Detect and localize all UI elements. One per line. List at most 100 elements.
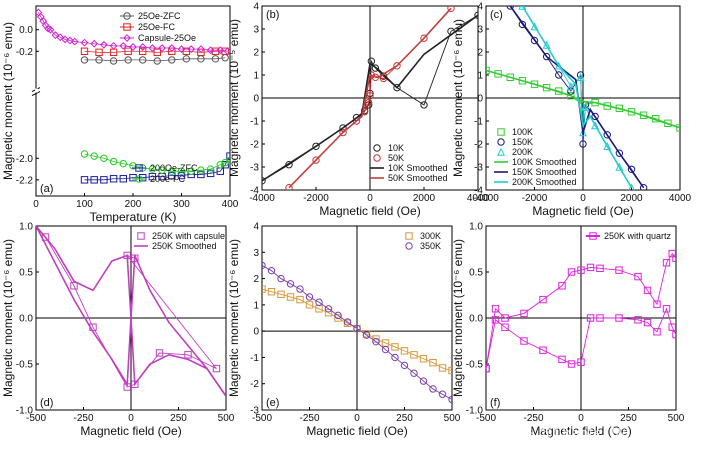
y-axis-title: Magnetic moment (10⁻⁶ emu) xyxy=(1,239,15,397)
legend-item: 250K Smoothed xyxy=(134,241,217,251)
data-point xyxy=(212,364,221,373)
data-point xyxy=(429,358,437,367)
data-point xyxy=(491,305,500,313)
legend-label: 200K xyxy=(512,147,533,157)
data-point xyxy=(581,102,590,111)
data-point xyxy=(615,162,624,171)
legend-label: 50K xyxy=(388,153,404,163)
data-point xyxy=(518,20,527,29)
data-point xyxy=(420,101,428,109)
data-point xyxy=(168,171,176,180)
data-point xyxy=(419,377,428,385)
legend-label: 50K Smoothed xyxy=(388,173,448,183)
x-tick-label: 500 xyxy=(218,413,235,424)
y-tick-label: -3 xyxy=(250,406,259,417)
legend-label: 25Oe-ZFC xyxy=(138,11,181,21)
x-tick-label: 2000 xyxy=(413,193,436,204)
legend-swatch-marker xyxy=(373,154,381,162)
data-point xyxy=(286,293,295,301)
data-point xyxy=(44,24,53,33)
data-point xyxy=(615,266,623,274)
y-tick-label: 2 xyxy=(253,274,259,285)
legend-label: 100K xyxy=(512,127,533,137)
data-point xyxy=(109,41,118,50)
y-tick-label: 0.5 xyxy=(19,268,33,279)
data-point xyxy=(305,301,314,309)
x-tick-label: 400 xyxy=(222,199,239,210)
legend-swatch-marker xyxy=(123,12,131,20)
data-point xyxy=(372,337,380,346)
x-tick-label: 250 xyxy=(170,413,187,424)
series-f-0-line xyxy=(486,252,676,369)
y-tick-label: -4 xyxy=(474,186,483,197)
plot-area xyxy=(486,6,680,190)
data-point xyxy=(506,73,514,81)
legend-swatch-marker xyxy=(137,232,145,240)
x-tick-label: -2000 xyxy=(522,193,548,204)
legend-swatch-marker xyxy=(405,232,413,240)
data-point xyxy=(315,298,323,306)
y-axis-title: Magnetic moment (10⁻⁶ emu) xyxy=(1,22,15,180)
data-point xyxy=(579,140,587,148)
axis-break-mark xyxy=(31,91,41,97)
data-point xyxy=(262,261,266,270)
data-point xyxy=(672,330,676,339)
data-point xyxy=(530,80,539,88)
data-point xyxy=(95,56,103,64)
legend-swatch-marker xyxy=(589,232,597,240)
data-point xyxy=(391,343,399,351)
data-point xyxy=(66,36,74,45)
x-tick-label: -250 xyxy=(299,413,319,424)
legend-item: 250K with quartz xyxy=(586,231,672,241)
data-point xyxy=(277,290,285,299)
data-point xyxy=(184,351,192,359)
legend-swatch-marker xyxy=(123,34,131,42)
data-point xyxy=(80,56,89,64)
data-point xyxy=(634,316,642,324)
y-tick-label: -3 xyxy=(250,163,259,174)
data-point xyxy=(168,167,176,175)
data-point xyxy=(353,324,361,333)
x-tick-label: 0 xyxy=(578,413,584,424)
data-point xyxy=(177,171,186,180)
data-point xyxy=(567,360,576,368)
legend-label: 350K xyxy=(420,241,441,251)
legend-label: 100K Smoothed xyxy=(512,157,577,167)
legend-item: 50K Smoothed xyxy=(370,173,448,183)
data-point xyxy=(420,34,428,42)
data-point xyxy=(334,311,342,320)
data-point xyxy=(567,92,575,100)
series-c-3-line xyxy=(486,69,680,129)
x-tick-label: -500 xyxy=(476,413,496,424)
data-point xyxy=(429,385,437,393)
data-point xyxy=(520,309,528,318)
data-point xyxy=(226,152,230,160)
series-a-0-line xyxy=(84,57,226,62)
data-point xyxy=(539,295,547,304)
data-point xyxy=(90,39,99,48)
y-tick-label: -2 xyxy=(474,140,483,151)
y-tick-label: 4 xyxy=(253,222,259,233)
legend-label: 250K Smoothed xyxy=(152,241,217,251)
data-point xyxy=(362,331,371,339)
data-point xyxy=(211,55,220,63)
y-tick-label: 4 xyxy=(253,2,259,13)
x-tick-label: -250 xyxy=(523,413,543,424)
y-axis-title: Magnetic moment (10⁻⁶ emu) xyxy=(227,239,241,397)
legend-label: 250K with quartz xyxy=(604,231,672,241)
data-point xyxy=(591,121,600,130)
y-tick-label: -1.0 xyxy=(16,406,34,417)
data-point xyxy=(109,57,118,65)
data-point xyxy=(639,184,648,190)
y-tick-label: -0.2 xyxy=(16,47,34,58)
x-axis-title: Temperature (K) xyxy=(90,210,177,224)
data-point xyxy=(324,305,333,313)
y-tick-label: -1.0 xyxy=(466,406,484,417)
data-point xyxy=(366,92,374,100)
y-tick-label: 1.0 xyxy=(469,222,483,233)
data-point xyxy=(603,141,612,150)
data-point xyxy=(95,48,103,57)
data-point xyxy=(391,353,399,362)
data-point xyxy=(558,355,566,364)
data-point xyxy=(567,87,575,95)
